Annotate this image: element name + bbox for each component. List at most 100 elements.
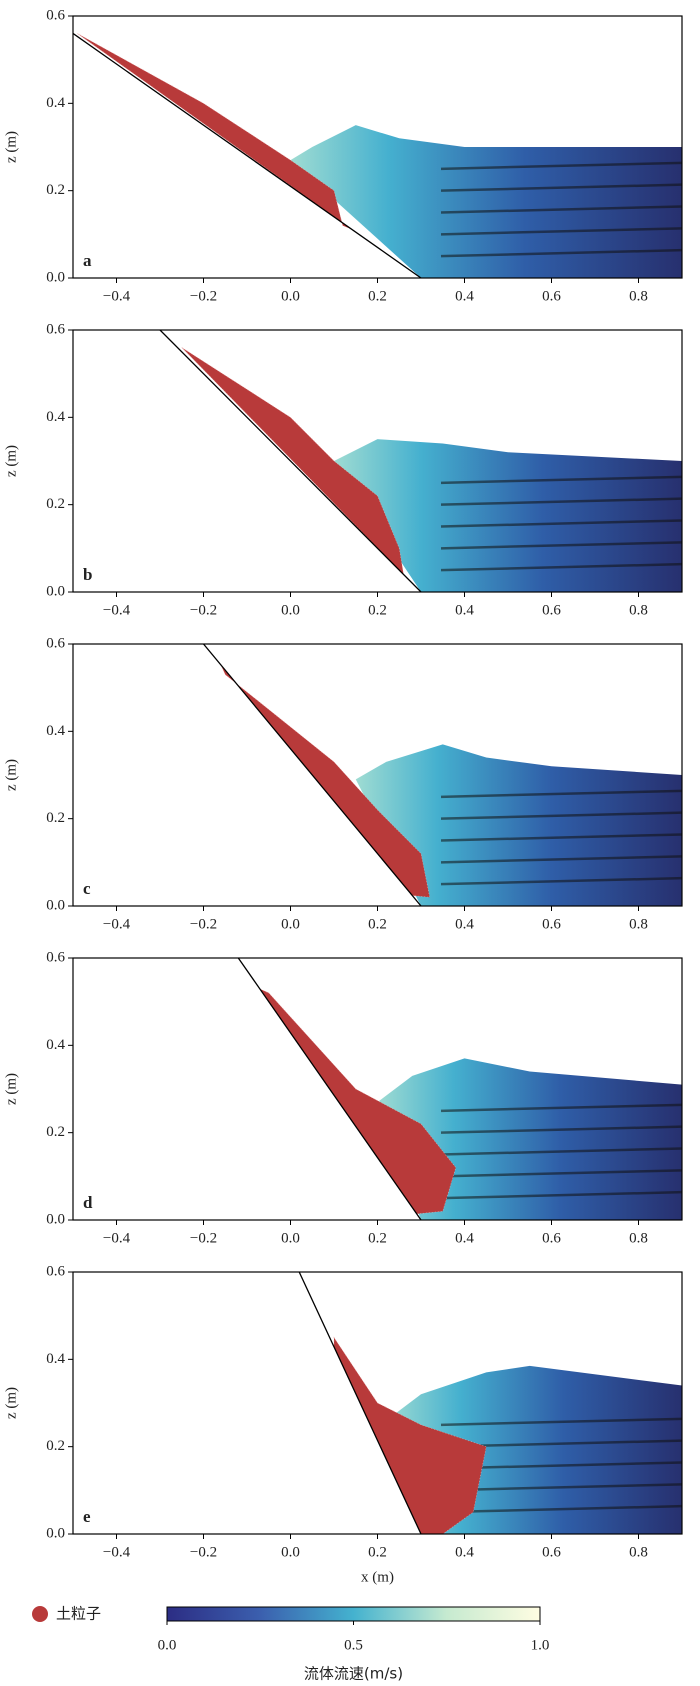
- x-tick-label: 0.0: [281, 602, 300, 618]
- plot-area: [202, 644, 682, 906]
- y-tick-label: 0.6: [46, 635, 65, 651]
- velocity-streak: [440, 227, 682, 236]
- velocity-streak: [440, 562, 682, 572]
- x-tick-label: 0.6: [542, 916, 561, 932]
- y-tick-label: 0.6: [46, 1263, 65, 1279]
- velocity-streak: [440, 811, 682, 820]
- x-tick-label: 0.0: [281, 1230, 300, 1246]
- velocity-streak: [440, 1169, 682, 1178]
- x-tick-label: 0.6: [542, 288, 561, 304]
- fluid-region: [355, 744, 682, 906]
- panel-label: a: [83, 251, 92, 270]
- x-tick-label: −0.4: [103, 1230, 131, 1246]
- y-tick-label: 0.6: [46, 7, 65, 23]
- x-tick-label: 0.6: [542, 1544, 561, 1560]
- soil-particles: [181, 347, 405, 576]
- y-tick-label: 0.4: [46, 723, 65, 739]
- x-tick-label: 0.8: [629, 1230, 648, 1246]
- velocity-streak: [440, 541, 682, 550]
- y-axis-label: z (m): [3, 131, 19, 163]
- slope-line: [298, 1272, 422, 1534]
- plot-area: [159, 330, 682, 592]
- x-tick-label: 0.0: [281, 288, 300, 304]
- y-tick-label: 0.4: [46, 1037, 65, 1053]
- velocity-streak: [440, 475, 682, 485]
- velocity-streak: [440, 497, 682, 506]
- soil-particles: [220, 664, 431, 898]
- colorbar-tick-label: 0.0: [158, 1637, 177, 1653]
- panel-label: c: [83, 879, 91, 898]
- y-tick-label: 0.0: [46, 583, 65, 599]
- slope-line: [202, 644, 422, 906]
- x-tick-label: 0.2: [368, 288, 387, 304]
- slope-line: [159, 330, 422, 592]
- slope-line: [73, 32, 422, 278]
- y-tick-label: 0.0: [46, 269, 65, 285]
- y-tick-label: 0.4: [46, 1351, 65, 1367]
- y-tick-label: 0.4: [46, 95, 65, 111]
- legend-label: 土粒子: [56, 1605, 101, 1623]
- velocity-streak: [440, 161, 682, 171]
- y-axis-label: z (m): [3, 1073, 19, 1105]
- velocity-streak: [440, 205, 682, 214]
- x-tick-label: 0.8: [629, 602, 648, 618]
- y-tick-label: 0.0: [46, 897, 65, 913]
- x-tick-label: −0.4: [103, 602, 131, 618]
- x-tick-label: −0.4: [103, 288, 131, 304]
- y-tick-label: 0.2: [46, 1124, 65, 1140]
- x-tick-label: 0.2: [368, 1230, 387, 1246]
- panel: −0.4 −0.2 0.0 0.2 0.4 0.6 0.8 0.0 0.2 0.4 0.6 z (m)…: [3, 1263, 683, 1585]
- velocity-streak: [440, 876, 682, 886]
- x-tick-label: 0.6: [542, 602, 561, 618]
- x-tick-label: 0.0: [281, 1544, 300, 1560]
- x-tick-label: 0.2: [368, 916, 387, 932]
- soil-particles: [77, 33, 352, 230]
- plot-area: [298, 1272, 682, 1534]
- colorbar-tick-label: 0.5: [344, 1637, 363, 1653]
- legend-marker: [32, 1606, 48, 1622]
- velocity-streak: [440, 1483, 682, 1492]
- y-tick-label: 0.2: [46, 1438, 65, 1454]
- velocity-streak: [440, 1504, 682, 1514]
- colorbar-tick-label: 1.0: [531, 1637, 550, 1653]
- x-tick-label: 0.0: [281, 916, 300, 932]
- y-tick-label: 0.0: [46, 1211, 65, 1227]
- x-tick-label: 0.8: [629, 916, 648, 932]
- x-tick-label: 0.4: [455, 1230, 474, 1246]
- x-tick-label: −0.2: [190, 602, 217, 618]
- panel-label: e: [83, 1507, 91, 1526]
- panel: −0.4 −0.2 0.0 0.2 0.4 0.6 0.8 0.0 0.2 0.4 0.6 z (m)…: [3, 635, 683, 932]
- velocity-streak: [440, 1103, 682, 1113]
- velocity-streak: [440, 833, 682, 842]
- x-tick-label: 0.4: [455, 1544, 474, 1560]
- y-tick-label: 0.0: [46, 1525, 65, 1541]
- x-tick-label: 0.4: [455, 602, 474, 618]
- x-tick-label: −0.4: [103, 916, 131, 932]
- x-tick-label: 0.8: [629, 1544, 648, 1560]
- y-tick-label: 0.2: [46, 810, 65, 826]
- velocity-streak: [440, 1190, 682, 1200]
- panel: −0.4 −0.2 0.0 0.2 0.4 0.6 0.8 0.0 0.2 0.4 0.6 z (m)…: [3, 321, 683, 618]
- velocity-streak: [440, 519, 682, 528]
- colorbar-label: 流体流速(m/s): [304, 1665, 403, 1683]
- x-tick-label: 0.4: [455, 916, 474, 932]
- velocity-streak: [440, 183, 682, 192]
- fluid-region: [290, 125, 682, 278]
- velocity-streak: [440, 248, 682, 258]
- x-tick-label: 0.4: [455, 288, 474, 304]
- x-tick-label: 0.2: [368, 602, 387, 618]
- x-tick-label: −0.2: [190, 1230, 217, 1246]
- panel: −0.4 −0.2 0.0 0.2 0.4 0.6 0.8 0.0 0.2 0.4 0.6 z (m)…: [3, 7, 683, 304]
- x-tick-label: 0.6: [542, 1230, 561, 1246]
- fluid-region: [377, 1058, 682, 1220]
- panel: −0.4 −0.2 0.0 0.2 0.4 0.6 0.8 0.0 0.2 0.4 0.6 z (m)…: [3, 949, 683, 1246]
- x-tick-label: −0.4: [103, 1544, 131, 1560]
- soil-particles: [259, 988, 457, 1215]
- y-axis-label: z (m): [3, 445, 19, 477]
- y-axis-label: z (m): [3, 759, 19, 791]
- fluid-region: [334, 439, 682, 592]
- velocity-streak: [440, 1417, 682, 1427]
- x-tick-label: −0.2: [190, 288, 217, 304]
- colorbar: [166, 1606, 541, 1622]
